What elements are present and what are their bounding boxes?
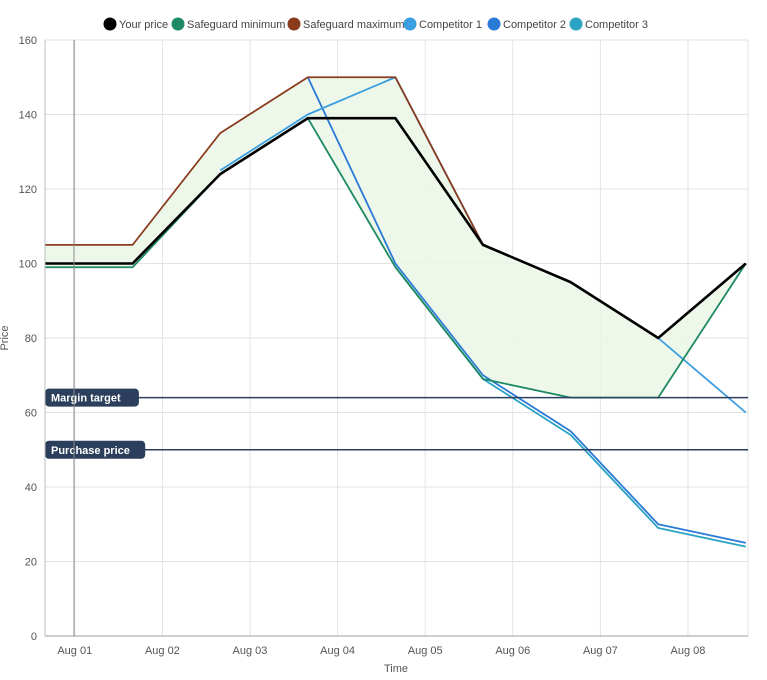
x-tick-label: Aug 03 — [233, 645, 268, 657]
series-line-competitor-2 — [306, 76, 746, 544]
annotation-label-purchase-price: Purchase price — [51, 445, 130, 457]
axes: 0 20 40 60 80 100 120 140 160 Aug 01 Aug 02 Aug 03 A… — [19, 35, 748, 657]
legend-item-competitor-1[interactable]: Competitor 1 — [403, 17, 482, 32]
x-tick-label: Aug 04 — [320, 645, 355, 657]
x-tick-label: Aug 01 — [57, 645, 92, 657]
annotation-label-margin-target: Margin target — [51, 393, 121, 405]
annotation-badge-purchase-price — [45, 440, 146, 459]
x-tick-label: Aug 05 — [408, 645, 443, 657]
legend-item-competitor-3[interactable]: Competitor 3 — [569, 17, 648, 32]
series-line-your-price — [45, 116, 747, 340]
legend-label: Safeguard maximum — [303, 19, 405, 31]
y-tick-label: 0 — [31, 631, 37, 643]
y-axis-title: Price — [0, 325, 11, 350]
legend-label: Competitor 1 — [419, 19, 482, 31]
legend-swatch — [403, 17, 417, 31]
legend-label: Competitor 3 — [585, 19, 648, 31]
x-axis-title: Time — [384, 663, 408, 675]
annotation-badge-margin-target — [45, 388, 139, 407]
y-tick-label: 100 — [19, 259, 37, 271]
legend-item-safeguard-minimum[interactable]: Safeguard minimum — [171, 17, 286, 32]
legend-label: Competitor 2 — [503, 19, 566, 31]
y-tick-label: 160 — [19, 35, 37, 47]
legend-swatch — [171, 17, 185, 31]
legend-swatch — [287, 17, 301, 31]
y-tick-label: 40 — [25, 482, 37, 494]
y-tick-label: 140 — [19, 110, 37, 122]
legend-swatch — [103, 17, 117, 31]
y-tick-label: 60 — [25, 408, 37, 420]
x-tick-label: Aug 02 — [145, 645, 180, 657]
legend-label: Your price — [119, 19, 168, 31]
legend-item-your-price[interactable]: Your price — [103, 17, 169, 32]
x-tick-label: Aug 08 — [671, 645, 706, 657]
safeguard-band — [45, 77, 746, 398]
y-tick-label: 20 — [25, 557, 37, 569]
legend-swatch — [487, 17, 501, 31]
annotation-lines: Margin target Purchase price — [45, 388, 748, 459]
safeguard-band-area — [45, 77, 746, 398]
x-tick-label: Aug 06 — [495, 645, 530, 657]
x-tick-label: Aug 07 — [583, 645, 618, 657]
legend-item-safeguard-maximum[interactable]: Safeguard maximum — [287, 17, 405, 32]
legend: Your price Safeguard minimum Safeguard max… — [103, 17, 648, 32]
y-tick-label: 120 — [19, 184, 37, 196]
legend-swatch — [569, 17, 583, 31]
y-tick-label: 80 — [25, 333, 37, 345]
legend-item-competitor-2[interactable]: Competitor 2 — [487, 17, 566, 32]
legend-label: Safeguard minimum — [187, 19, 285, 31]
